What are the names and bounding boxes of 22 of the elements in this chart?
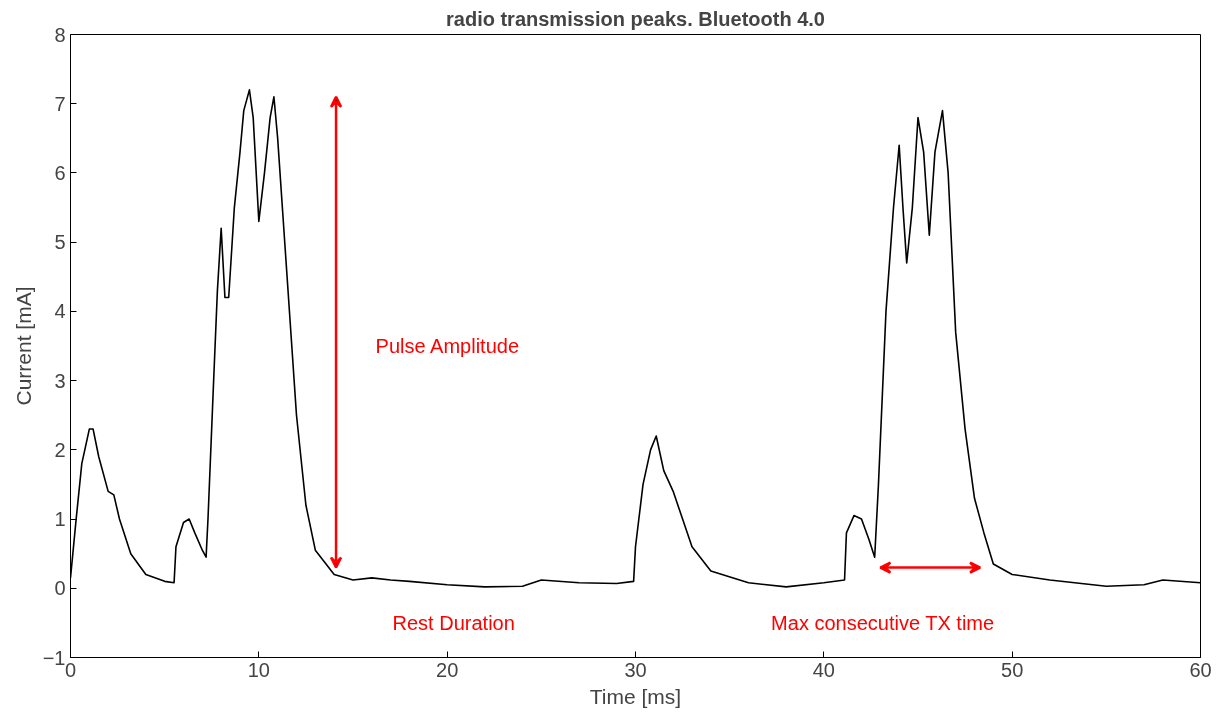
x-tick-label: 40 (812, 658, 835, 681)
x-tick-label: 10 (247, 658, 270, 681)
y-tick-label: 0 (54, 577, 66, 600)
y-tick-label: 5 (54, 231, 66, 254)
chart-title: radio transmission peaks. Bluetooth 4.0 (446, 7, 825, 30)
annotation: Rest Duration (392, 612, 515, 635)
y-tick-label: 1 (54, 508, 66, 531)
annotation: Pulse Amplitude (375, 335, 520, 357)
y-tick-label: 3 (54, 369, 66, 392)
x-tick-label: 60 (1189, 658, 1212, 681)
y-tick-label: −1 (42, 646, 66, 669)
x-tick-label: 30 (624, 658, 647, 681)
y-tick-label: 6 (54, 161, 66, 184)
y-tick-label: 7 (54, 92, 66, 115)
y-tick-label: 8 (54, 23, 66, 46)
x-tick-label: 20 (436, 658, 459, 681)
x-axis-title: Time [ms] (589, 684, 682, 708)
y-tick-label: 4 (54, 300, 66, 323)
y-axis-title: Current [mA] (11, 286, 35, 406)
y-tick-label: 2 (54, 438, 66, 461)
x-tick-label: 50 (1001, 658, 1024, 681)
annotation: Max consecutive TX time (771, 612, 995, 635)
